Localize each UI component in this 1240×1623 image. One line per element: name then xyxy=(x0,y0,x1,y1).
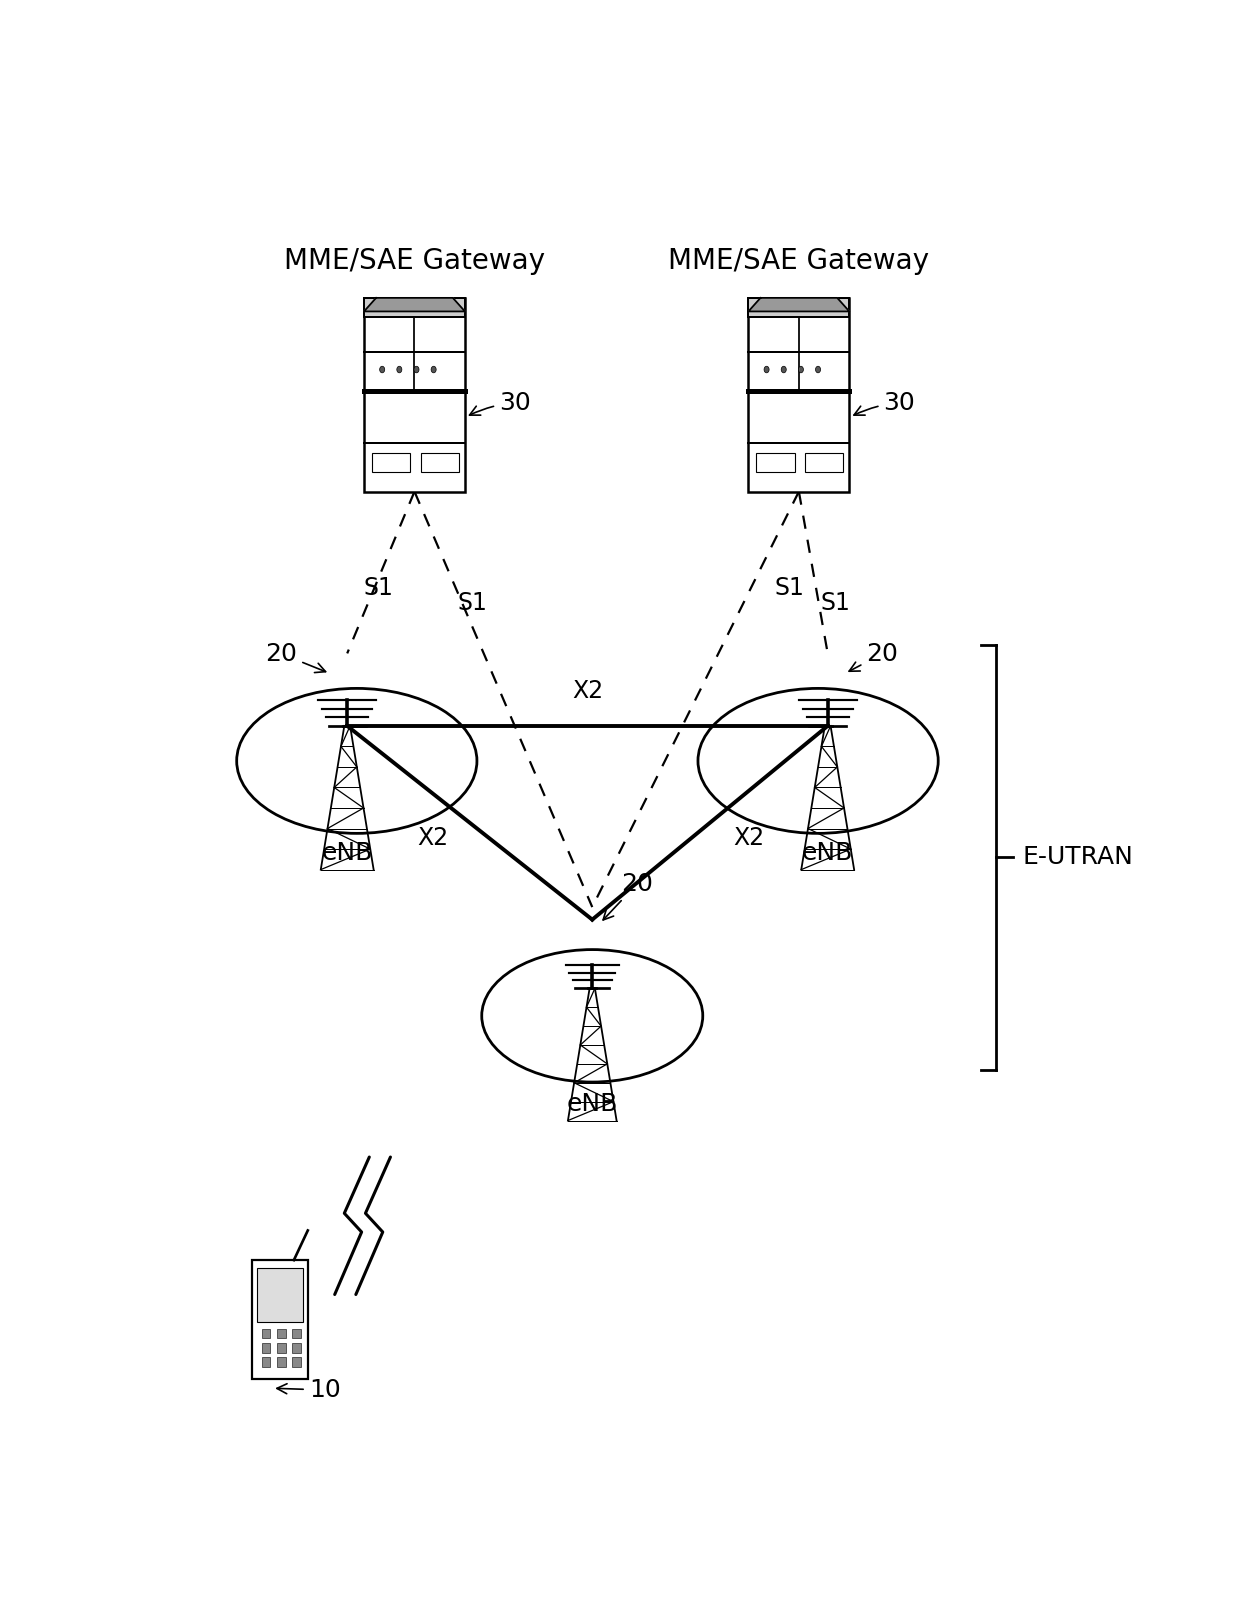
Text: MME/SAE Gateway: MME/SAE Gateway xyxy=(284,247,544,276)
Bar xyxy=(372,453,410,472)
Circle shape xyxy=(781,367,786,373)
Bar xyxy=(262,1329,270,1339)
Bar xyxy=(293,1344,300,1352)
Text: eNB: eNB xyxy=(802,841,853,865)
Text: eNB: eNB xyxy=(321,841,373,865)
Polygon shape xyxy=(749,299,849,312)
Text: 20: 20 xyxy=(265,643,326,672)
Bar xyxy=(278,1357,285,1367)
Text: X2: X2 xyxy=(733,826,764,850)
Bar xyxy=(278,1344,285,1352)
Circle shape xyxy=(799,367,804,373)
Text: S1: S1 xyxy=(821,591,851,615)
Text: X2: X2 xyxy=(418,826,449,850)
Circle shape xyxy=(379,367,384,373)
Bar xyxy=(365,299,465,492)
Bar xyxy=(749,299,849,492)
Text: 20: 20 xyxy=(603,872,653,920)
Bar xyxy=(262,1357,270,1367)
Text: S1: S1 xyxy=(458,591,487,615)
Bar xyxy=(252,1259,308,1380)
Bar xyxy=(365,299,465,316)
Text: E-UTRAN: E-UTRAN xyxy=(1023,846,1133,868)
Text: MME/SAE Gateway: MME/SAE Gateway xyxy=(668,247,929,276)
Bar xyxy=(293,1357,300,1367)
Text: eNB: eNB xyxy=(567,1092,618,1117)
Bar xyxy=(756,453,795,472)
Bar xyxy=(262,1344,270,1352)
Polygon shape xyxy=(365,299,465,312)
Bar xyxy=(805,453,843,472)
Text: 10: 10 xyxy=(277,1378,341,1402)
Circle shape xyxy=(397,367,402,373)
Text: 30: 30 xyxy=(854,391,915,415)
Bar xyxy=(257,1269,303,1321)
Bar xyxy=(293,1329,300,1339)
Text: S1: S1 xyxy=(774,576,805,601)
Bar xyxy=(420,453,459,472)
Bar xyxy=(278,1329,285,1339)
Text: 30: 30 xyxy=(470,391,531,415)
Circle shape xyxy=(414,367,419,373)
Text: S1: S1 xyxy=(363,576,393,601)
Circle shape xyxy=(816,367,821,373)
Circle shape xyxy=(764,367,769,373)
Text: X2: X2 xyxy=(572,680,603,703)
Circle shape xyxy=(432,367,436,373)
Bar xyxy=(749,299,849,316)
Text: 20: 20 xyxy=(849,643,898,672)
